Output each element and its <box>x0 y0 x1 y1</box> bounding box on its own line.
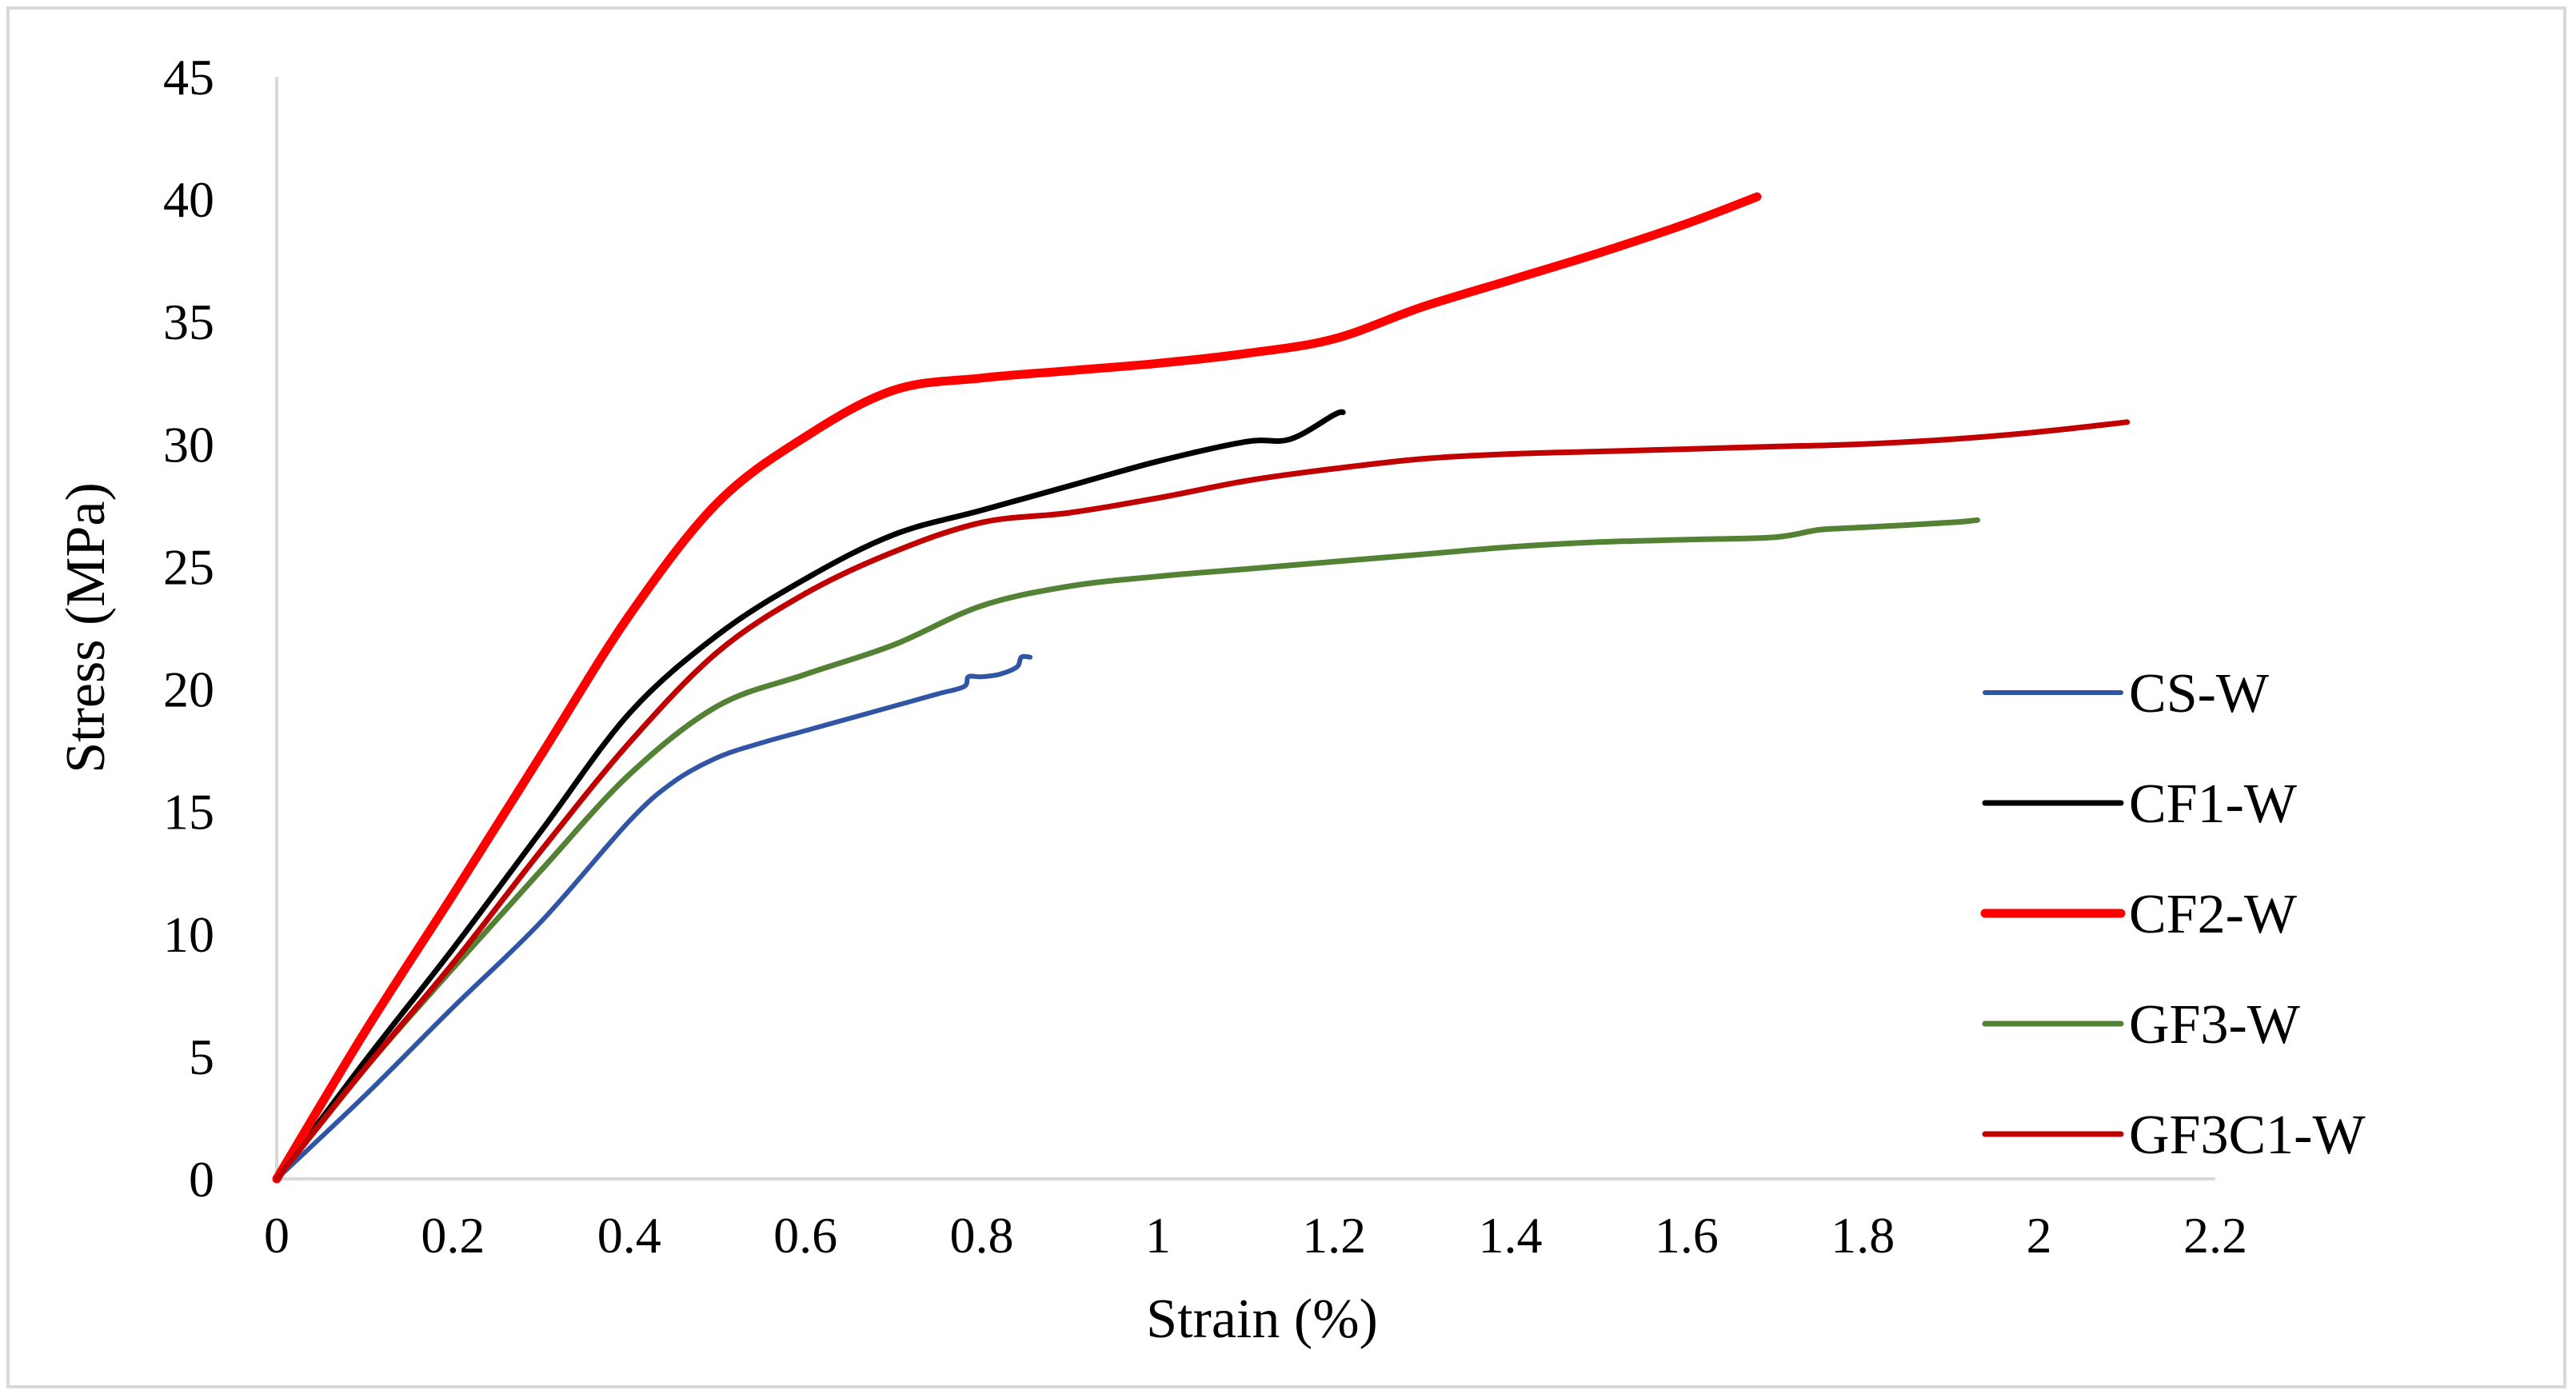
x-tick-label: 2 <box>2027 1207 2052 1264</box>
y-tick-label: 30 <box>163 416 214 473</box>
legend-label: GF3-W <box>2129 994 2300 1056</box>
chart-frame: 0 0.2 0.4 0.6 0.8 1 1.2 1.4 1.6 1.8 2 2.2 0 5 10 15 20 25… <box>6 6 2566 1388</box>
legend-label: CS-W <box>2129 663 2269 725</box>
y-tick-label: 40 <box>163 171 214 228</box>
x-tick-label: 0.6 <box>773 1207 837 1264</box>
x-tick-label: 1.6 <box>1655 1207 1719 1264</box>
x-tick-label: 1.4 <box>1479 1207 1543 1264</box>
x-tick-label: 0.4 <box>597 1207 661 1264</box>
series-line-gf3-w <box>274 517 1980 1182</box>
series-line-cs-w <box>274 653 1033 1181</box>
legend-label: GF3C1-W <box>2129 1104 2366 1166</box>
y-tick-label: 15 <box>163 784 214 841</box>
x-tick-label: 0 <box>264 1207 290 1264</box>
y-tick-label: 25 <box>163 538 214 595</box>
legend: CS-W CF1-W CF2-W GF3-W GF3C1-W <box>1980 663 2366 1166</box>
x-axis-title: Strain (%) <box>1146 1288 1378 1350</box>
y-tick-label: 20 <box>163 661 214 718</box>
x-tick-label: 0.8 <box>949 1207 1013 1264</box>
tick-labels: 0 0.2 0.4 0.6 0.8 1 1.2 1.4 1.6 1.8 2 2.2 0 5 10 15 20 25… <box>163 49 2247 1264</box>
y-tick-label: 0 <box>189 1151 214 1208</box>
x-tick-label: 1.2 <box>1302 1207 1366 1264</box>
y-tick-label: 5 <box>189 1029 214 1085</box>
x-tick-label: 2.2 <box>2183 1207 2247 1264</box>
x-tick-label: 0.2 <box>421 1207 485 1264</box>
y-axis-title: Stress (MPa) <box>55 482 117 773</box>
series-line-gf3c1-w <box>274 419 2131 1182</box>
y-tick-label: 45 <box>163 49 214 106</box>
series-lines <box>272 192 2131 1184</box>
series-line-cf1-w <box>274 409 1346 1182</box>
legend-label: CF1-W <box>2129 773 2297 835</box>
x-tick-label: 1 <box>1145 1207 1171 1264</box>
y-tick-label: 10 <box>163 906 214 963</box>
stress-strain-chart: 0 0.2 0.4 0.6 0.8 1 1.2 1.4 1.6 1.8 2 2.2 0 5 10 15 20 25… <box>55 49 2366 1350</box>
y-tick-label: 35 <box>163 294 214 350</box>
legend-label: CF2-W <box>2129 884 2297 945</box>
axes <box>275 77 2215 1180</box>
x-tick-label: 1.8 <box>1831 1207 1895 1264</box>
series-line-cf2-w <box>272 192 1762 1184</box>
